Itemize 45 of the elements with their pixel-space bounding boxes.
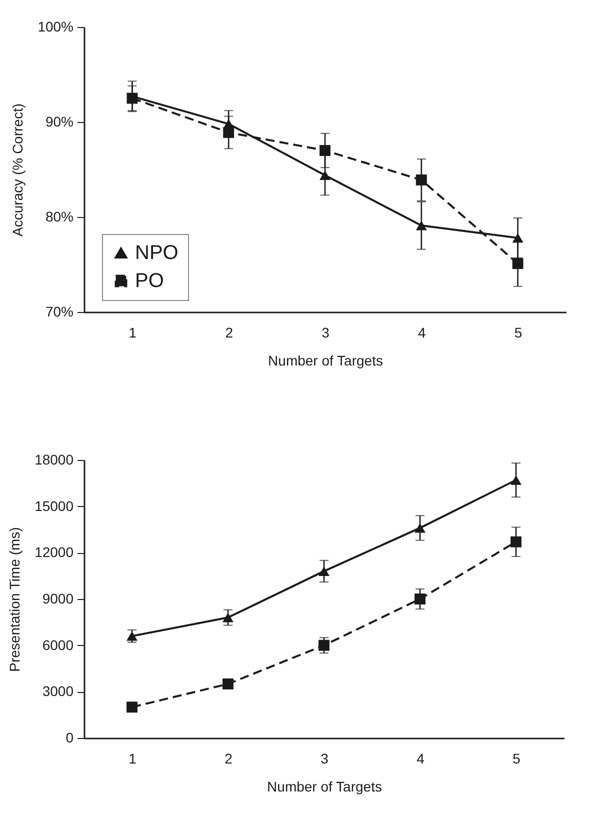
point: [320, 170, 330, 180]
y-tick-label: 0: [66, 730, 74, 746]
y-tick-label: 6000: [42, 636, 74, 653]
point: [126, 631, 138, 641]
point: [414, 594, 426, 604]
y-tick-label: 70%: [45, 304, 74, 320]
point: [416, 174, 427, 186]
y-tick-label: 3000: [42, 683, 74, 700]
y-tick-label: 12000: [34, 544, 74, 560]
y-axis-title: Accuracy (% Correct): [10, 103, 26, 237]
point: [222, 612, 234, 622]
y-axis-title: Presentation Time (ms): [6, 527, 23, 672]
legend-label: PO: [135, 270, 164, 292]
y-tick-label: 15000: [34, 498, 74, 514]
x-tick-label: 4: [418, 324, 426, 340]
point: [223, 126, 234, 138]
point: [126, 92, 138, 104]
point: [126, 702, 138, 713]
y-tick-label: 90%: [45, 114, 74, 130]
legend-label: NPO: [135, 242, 178, 264]
x-axis-title: Number of Targets: [268, 352, 383, 368]
y-tick-label: 100%: [38, 18, 74, 34]
x-tick-label: 3: [320, 750, 329, 766]
y-tick-label: 80%: [45, 208, 74, 224]
point: [318, 640, 330, 651]
point: [510, 536, 522, 548]
x-tick-label: 5: [514, 324, 522, 340]
point: [416, 220, 427, 230]
y-tick-label: 18000: [34, 452, 74, 468]
point: [512, 258, 524, 270]
point: [320, 145, 330, 156]
x-tick-label: 5: [512, 750, 521, 766]
point: [510, 475, 522, 485]
point: [512, 233, 524, 243]
point: [222, 678, 234, 690]
x-axis-title: Number of Targets: [267, 778, 382, 794]
point: [318, 566, 330, 576]
x-tick-label: 2: [224, 750, 233, 766]
y-tick-label: 9000: [42, 590, 74, 606]
point: [414, 523, 426, 533]
x-tick-label: 2: [225, 324, 234, 340]
x-tick-label: 3: [322, 324, 330, 340]
x-tick-label: 4: [416, 750, 425, 766]
x-tick-label: 1: [128, 324, 137, 340]
x-tick-label: 1: [128, 750, 137, 766]
